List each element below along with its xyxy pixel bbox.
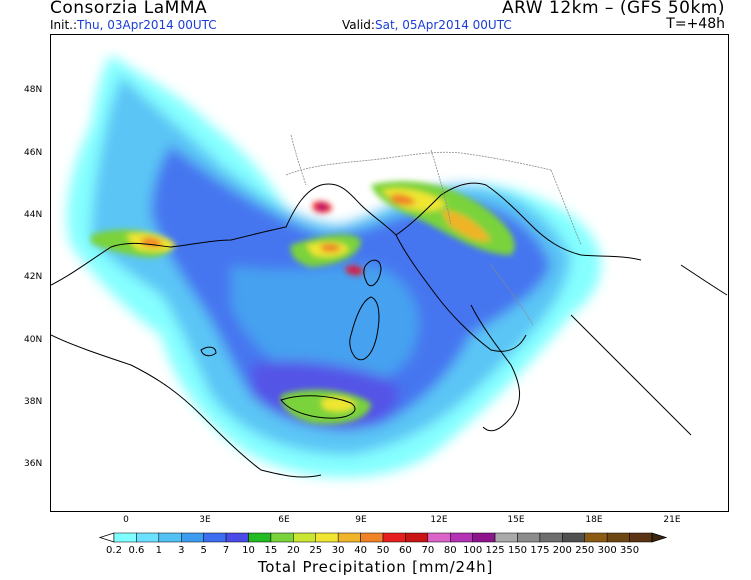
legend-label: 300 (598, 545, 617, 556)
legend-swatch (203, 532, 227, 543)
lon-label-21e: 21E (663, 515, 681, 525)
country-borders (285, 134, 582, 326)
legend-label: 25 (309, 545, 322, 556)
lon-label-15e: 15E (507, 515, 525, 525)
lat-label-36n: 36N (24, 459, 43, 469)
init-value: Thu, 03Apr2014 00UTC (77, 18, 217, 32)
map-canvas (51, 55, 728, 478)
lat-label-48n: 48N (24, 85, 43, 95)
map-header: Consorzia LaMMA ARW 12km – (GFS 50km) In… (0, 0, 751, 34)
legend-label: 40 (354, 545, 367, 556)
legend-label: 50 (377, 545, 390, 556)
legend-label: 3 (178, 545, 184, 556)
legend-swatch (517, 532, 541, 543)
legend-label: 175 (530, 545, 549, 556)
valid-label: Valid: (342, 18, 375, 32)
legend-swatch (629, 532, 653, 543)
legend-swatch (337, 532, 361, 543)
legend-min-arrow (98, 532, 115, 543)
init-label: Init.: (50, 18, 78, 32)
legend-swatch (450, 532, 473, 543)
legend-label: 20 (287, 545, 300, 556)
legend-label: 70 (421, 545, 434, 556)
legend-label: 150 (508, 545, 527, 556)
legend-label: 0.6 (128, 545, 144, 556)
legend-swatch (270, 532, 294, 543)
legend-label: 1 (156, 545, 162, 556)
lat-label-42n: 42N (24, 272, 43, 282)
legend-swatch (113, 532, 137, 543)
model-title: ARW 12km – (GFS 50km) (502, 0, 725, 18)
legend-swatch (181, 532, 204, 543)
legend-swatch (427, 532, 451, 543)
legend-swatch (293, 532, 316, 543)
legend-label: 250 (575, 545, 594, 556)
legend-swatch (248, 532, 272, 543)
legend-swatch (158, 532, 182, 543)
coastlines (51, 182, 728, 478)
legend-label: 60 (399, 545, 412, 556)
lon-label-6e: 6E (278, 515, 290, 525)
legend-swatch (494, 532, 518, 543)
lon-label-0: 0 (123, 515, 129, 525)
legend-label: 200 (553, 545, 572, 556)
legend-label: 80 (444, 545, 457, 556)
lon-label-12e: 12E (430, 515, 448, 525)
lat-label-38n: 38N (24, 397, 43, 407)
precipitation-legend: 0.2 0.6 1 3 5 7 10 15 20 25 30 40 50 60 70 80 100 125 150 1… (98, 531, 668, 569)
legend-colorbar: 0.2 0.6 1 3 5 7 10 15 20 25 30 40 50 60 70 80 100 125 150 1… (98, 532, 668, 556)
lon-label-18e: 18E (585, 515, 603, 525)
legend-label: 100 (463, 545, 482, 556)
lat-label-44n: 44N (24, 210, 43, 220)
legend-label: 5 (200, 545, 206, 556)
legend-label: 125 (486, 545, 505, 556)
precipitation-map (50, 34, 729, 512)
legend-label: 7 (223, 545, 229, 556)
legend-max-arrow (651, 532, 668, 543)
legend-swatch (472, 532, 496, 543)
legend-swatch (136, 532, 160, 543)
lon-label-9e: 9E (355, 515, 367, 525)
source-title: Consorzia LaMMA (50, 0, 208, 18)
legend-swatch (360, 532, 384, 543)
lon-label-3e: 3E (199, 515, 211, 525)
legend-title: Total Precipitation [mm/24h] (257, 558, 494, 576)
init-time: Init.:Thu, 03Apr2014 00UTC (50, 18, 217, 32)
lat-label-46n: 46N (24, 148, 43, 158)
legend-swatch (315, 532, 339, 543)
legend-swatch (225, 532, 249, 543)
valid-value: Sat, 05Apr2014 00UTC (374, 18, 512, 32)
precipitation-field (67, 55, 601, 478)
legend-label: 10 (242, 545, 255, 556)
valid-time: Valid:Sat, 05Apr2014 00UTC (342, 18, 512, 32)
legend-swatch (539, 532, 563, 543)
lat-label-40n: 40N (24, 335, 43, 345)
legend-label: 15 (265, 545, 278, 556)
legend-swatch (405, 532, 429, 543)
forecast-step: T=+48h (666, 16, 725, 32)
legend-swatch (562, 532, 586, 543)
legend-label: 350 (620, 545, 639, 556)
legend-swatch (584, 532, 608, 543)
legend-label: 0.2 (106, 545, 122, 556)
legend-label: 30 (332, 545, 345, 556)
legend-swatch (606, 532, 630, 543)
legend-swatch (382, 532, 406, 543)
